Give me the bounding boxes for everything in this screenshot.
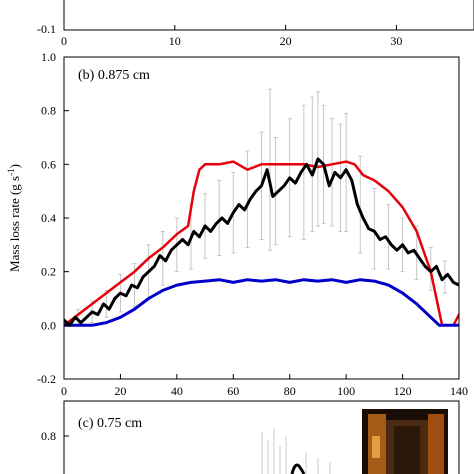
- panel-b-x-tick-label: 60: [227, 384, 239, 398]
- panel-b-x-tick-label: 120: [394, 384, 412, 398]
- panel-b-series: [64, 157, 459, 327]
- panel-b-y-ticks: -0.2 0.0 0.2 0.4 0.6 0.8 1.0: [37, 50, 69, 386]
- panel-b-plot-area: [64, 88, 459, 327]
- y-axis-label-main: Mass loss rate (g s: [7, 176, 22, 272]
- panel-b-y-tick-label: 0.6: [41, 157, 56, 171]
- flame-photo-glow-right: [428, 414, 444, 474]
- panel-b-x-ticks: 0 20 40 60 80 100 120 140: [61, 374, 468, 398]
- panel-b-y-tick-label: 0.8: [41, 104, 56, 118]
- panel-b-x-tick-label: 140: [450, 384, 468, 398]
- series-line-1: [64, 160, 459, 327]
- panel-c: (c) 0.75 cm 0.8: [41, 400, 460, 474]
- flame-photo-hotspot: [372, 436, 380, 458]
- panel-c-label: (c) 0.75 cm: [78, 416, 142, 431]
- flame-photo: [362, 409, 448, 474]
- panel-b-x-tick-label: 100: [337, 384, 355, 398]
- panel-b-y-tick-label: 0.0: [41, 318, 56, 332]
- panel-b-error-bars: [76, 88, 447, 326]
- panel-a-x-tick-label: 20: [280, 34, 292, 48]
- panel-a-x-tick-label: 0: [61, 34, 67, 48]
- panel-b-x-tick-label: 80: [284, 384, 296, 398]
- panel-a-y-tick-label: -0.1: [37, 22, 56, 36]
- flame-photo-core-dark: [394, 426, 420, 474]
- panel-a: 0 10 20 30 -0.1: [37, 0, 474, 48]
- panel-b-label: (b) 0.875 cm: [78, 68, 150, 83]
- panel-b-y-tick-label: 0.4: [41, 211, 56, 225]
- y-axis-label: Mass loss rate (g s-1): [6, 164, 22, 272]
- panel-c-y-tick-label: 0.8: [41, 429, 56, 443]
- panel-a-x-tick-label: 10: [169, 34, 181, 48]
- panel-a-frame: [63, 0, 474, 31]
- panel-c-black-series-fragment: [290, 463, 306, 474]
- panel-b: 0 20 40 60 80 100 120 140 -0.2 0.0 0.2 0.4 0.6 0.8 1.…: [6, 50, 468, 398]
- panel-b-y-tick-label: -0.2: [37, 372, 56, 386]
- series-line-2: [64, 278, 459, 327]
- y-axis-label-superscript: -1: [6, 168, 16, 176]
- panel-b-y-tick-label: 0.2: [41, 265, 56, 279]
- panel-a-x-ticks: 0 10 20 30: [61, 25, 402, 48]
- panel-b-x-tick-label: 20: [114, 384, 126, 398]
- panel-c-error-bars: [261, 428, 331, 474]
- panel-c-frame: [63, 400, 460, 474]
- panel-a-x-tick-label: 30: [390, 34, 402, 48]
- series-line-3: [64, 157, 459, 327]
- panel-b-x-tick-label: 40: [171, 384, 183, 398]
- y-axis-label-close: ): [7, 164, 22, 168]
- panel-b-y-tick-label: 1.0: [41, 50, 56, 64]
- panel-b-x-tick-label: 0: [61, 384, 67, 398]
